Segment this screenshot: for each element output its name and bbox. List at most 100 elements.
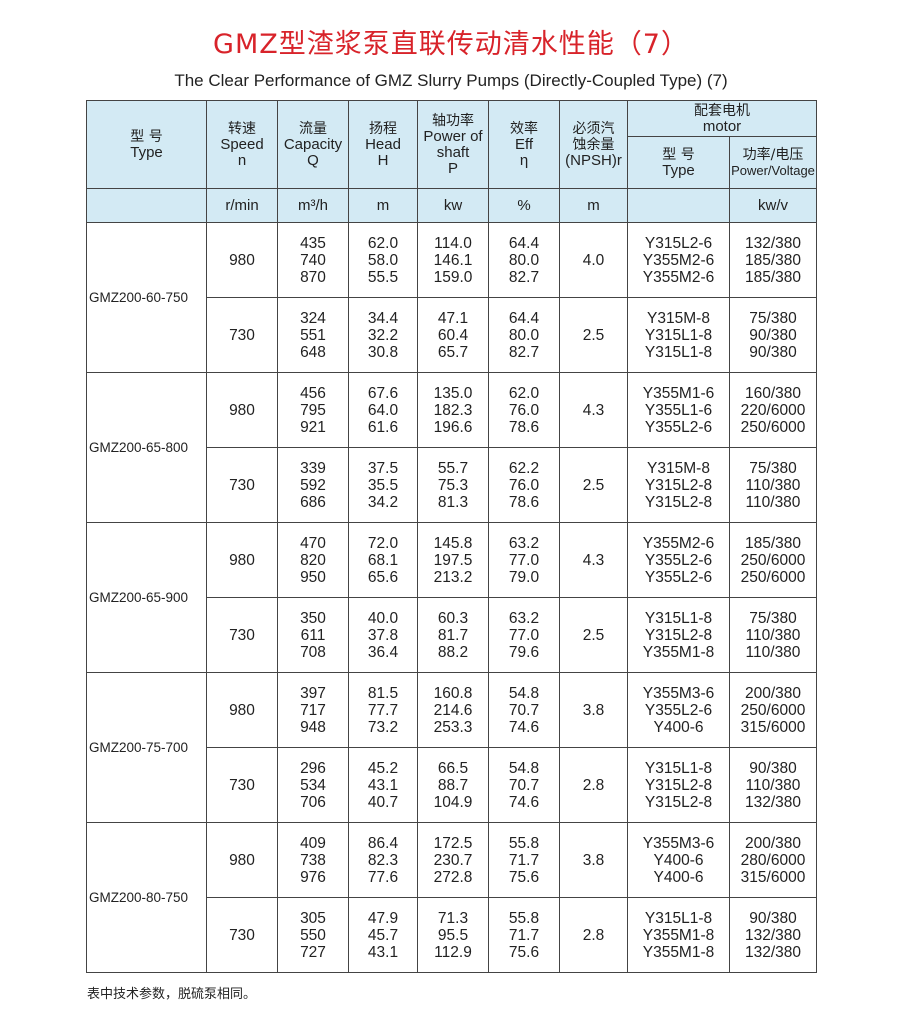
- npsh-cell: 3.8: [559, 822, 628, 898]
- mpower-cell: 75/380 110/380 110/380: [729, 447, 817, 523]
- eff-cell: 55.8 71.7 75.6: [488, 822, 560, 898]
- eff-cell: 62.0 76.0 78.6: [488, 372, 560, 448]
- mtype-cell: Y315L1-8 Y315L2-8 Y315L2-8: [627, 747, 730, 823]
- header-motor-type: 型 号 Type: [627, 136, 730, 189]
- cap-cell: 350 611 708: [277, 597, 349, 673]
- npsh-cell: 2.5: [559, 597, 628, 673]
- unit-speed: r/min: [206, 188, 278, 223]
- label: 流量: [299, 120, 327, 137]
- header-row: 型 号 Type 转速 Speed n 流量 Capacity Q 扬程 Head H 轴功率…: [86, 100, 817, 189]
- label: Speed: [220, 135, 264, 153]
- unit-motor-power: kw/v: [729, 188, 817, 223]
- cap-cell: 470 820 950: [277, 522, 349, 598]
- npsh-cell: 3.8: [559, 672, 628, 748]
- label: P: [447, 159, 458, 177]
- head-cell: 47.9 45.7 43.1: [348, 897, 418, 973]
- header-capacity: 流量 Capacity Q: [277, 100, 349, 189]
- power-cell: 55.7 75.3 81.3: [417, 447, 489, 523]
- speed-cell: 980: [206, 522, 278, 598]
- npsh-cell: 2.8: [559, 897, 628, 973]
- mpower-cell: 75/380 110/380 110/380: [729, 597, 817, 673]
- speed-cell: 980: [206, 672, 278, 748]
- label: H: [377, 151, 389, 169]
- mtype-cell: Y355M3-6 Y400-6 Y400-6: [627, 822, 730, 898]
- speed-cell: 730: [206, 747, 278, 823]
- label: 功率/电压: [742, 146, 804, 163]
- eff-cell: 63.2 77.0 79.6: [488, 597, 560, 673]
- power-cell: 160.8 214.6 253.3: [417, 672, 489, 748]
- header-type: 型 号 Type: [86, 100, 207, 189]
- unit-capacity: m³/h: [277, 188, 349, 223]
- header-motor-row: 型 号 Type 功率/电压 Power/Voltage: [87, 136, 817, 189]
- label: Eff: [514, 135, 534, 153]
- unit-motor-type: [627, 188, 730, 223]
- label: n: [237, 151, 247, 169]
- label: Type: [662, 161, 695, 179]
- npsh-cell: 2.8: [559, 747, 628, 823]
- label: Power of: [423, 127, 483, 145]
- table-row: 730 339 592 686 37.5 35.5 34.2 55.7 75.3 81…: [87, 447, 817, 523]
- label: (NPSH)r: [565, 151, 622, 169]
- title-chinese: GMZ型渣浆泵直联传动清水性能（7）: [213, 29, 689, 60]
- label: Q: [307, 151, 319, 169]
- eff-cell: 63.2 77.0 79.0: [488, 522, 560, 598]
- cap-cell: 397 717 948: [277, 672, 349, 748]
- head-cell: 72.0 68.1 65.6: [348, 522, 418, 598]
- model-cell: GMZ200-65-800: [86, 372, 207, 523]
- npsh-cell: 2.5: [559, 297, 628, 373]
- mpower-cell: 160/380 220/6000 250/6000: [729, 372, 817, 448]
- table-row: 730 296 534 706 45.2 43.1 40.7 66.5 88.7 10…: [87, 747, 817, 823]
- head-cell: 67.6 64.0 61.6: [348, 372, 418, 448]
- label: 必须汽: [572, 120, 615, 137]
- label: Capacity: [283, 135, 343, 153]
- mtype-cell: Y355M1-6 Y355L1-6 Y355L2-6: [627, 372, 730, 448]
- label: 型 号: [662, 146, 695, 163]
- eff-cell: 54.8 70.7 74.6: [488, 747, 560, 823]
- label: 效率: [510, 120, 538, 137]
- power-cell: 135.0 182.3 196.6: [417, 372, 489, 448]
- npsh-cell: 4.0: [559, 222, 628, 298]
- header-eff: 效率 Eff η: [488, 100, 560, 189]
- header-head: 扬程 Head H: [348, 100, 418, 189]
- mpower-cell: 200/380 280/6000 315/6000: [729, 822, 817, 898]
- power-cell: 114.0 146.1 159.0: [417, 222, 489, 298]
- units-row: r/min m³/h m kw % m kw/v: [86, 188, 817, 223]
- mtype-cell: Y315M-8 Y315L1-8 Y315L1-8: [627, 297, 730, 373]
- head-cell: 37.5 35.5 34.2: [348, 447, 418, 523]
- header-motor: 配套电机 motor: [627, 100, 817, 137]
- eff-cell: 62.2 76.0 78.6: [488, 447, 560, 523]
- unit-head: m: [348, 188, 418, 223]
- unit-type: [86, 188, 207, 223]
- eff-cell: 64.4 80.0 82.7: [488, 297, 560, 373]
- cap-cell: 324 551 648: [277, 297, 349, 373]
- label: 配套电机: [694, 102, 750, 119]
- unit-npsh: m: [559, 188, 628, 223]
- mpower-cell: 90/380 132/380 132/380: [729, 897, 817, 973]
- title-english: The Clear Performance of GMZ Slurry Pump…: [174, 71, 728, 90]
- speed-cell: 980: [206, 222, 278, 298]
- label: shaft: [436, 143, 470, 161]
- label: Head: [365, 135, 401, 153]
- label: η: [519, 151, 529, 169]
- unit-power: kw: [417, 188, 489, 223]
- table-row: 730 350 611 708 40.0 37.8 36.4 60.3 81.7 88…: [87, 597, 817, 673]
- eff-cell: 55.8 71.7 75.6: [488, 897, 560, 973]
- speed-cell: 980: [206, 372, 278, 448]
- power-cell: 172.5 230.7 272.8: [417, 822, 489, 898]
- label: 扬程: [369, 120, 397, 137]
- power-cell: 47.1 60.4 65.7: [417, 297, 489, 373]
- speed-cell: 730: [206, 597, 278, 673]
- footnote: 表中技术参数，脱硫泵相同。: [87, 987, 257, 1002]
- model-cell: GMZ200-60-750: [86, 222, 207, 373]
- mtype-cell: Y315M-8 Y315L2-8 Y315L2-8: [627, 447, 730, 523]
- power-cell: 71.3 95.5 112.9: [417, 897, 489, 973]
- mtype-cell: Y315L2-6 Y355M2-6 Y355M2-6: [627, 222, 730, 298]
- speed-cell: 730: [206, 897, 278, 973]
- mtype-cell: Y315L1-8 Y315L2-8 Y355M1-8: [627, 597, 730, 673]
- cap-cell: 305 550 727: [277, 897, 349, 973]
- model-cell: GMZ200-80-750: [86, 822, 207, 973]
- table-row: GMZ200-65-900 980 470 820 950 72.0 68.1 65.…: [86, 522, 817, 673]
- cap-cell: 456 795 921: [277, 372, 349, 448]
- label: motor: [702, 117, 742, 135]
- power-cell: 145.8 197.5 213.2: [417, 522, 489, 598]
